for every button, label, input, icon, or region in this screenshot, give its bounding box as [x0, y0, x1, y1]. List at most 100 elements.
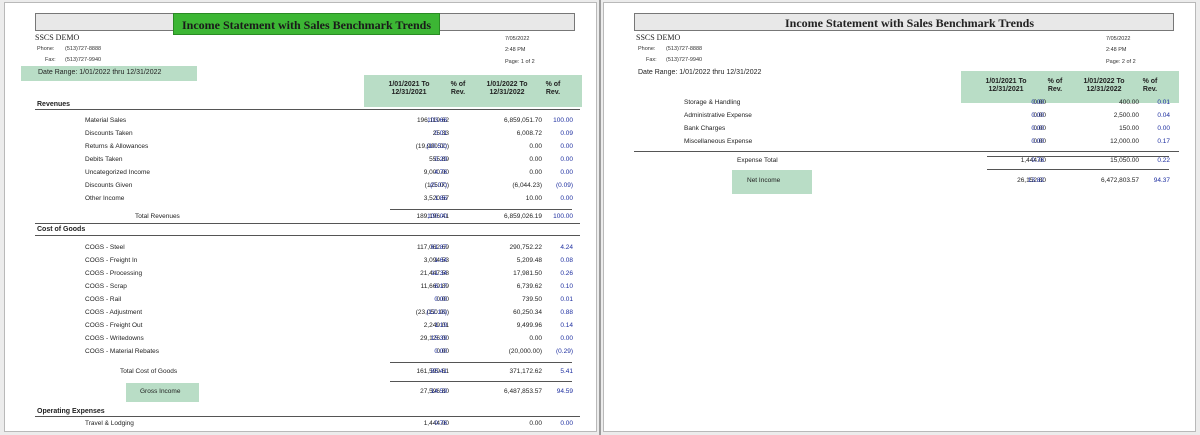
amount-2021: 555.89 — [429, 156, 449, 163]
percent-2021: 1.64 — [434, 257, 447, 264]
line-item-label: COGS - Scrap — [85, 283, 127, 290]
percent-2021: 0.00 — [1031, 99, 1044, 106]
percent-2022: 0.01 — [1157, 99, 1170, 106]
percent-2022: 0.09 — [560, 130, 573, 137]
report-date: 7/05/2022 — [505, 36, 530, 42]
date-range-highlight — [21, 66, 197, 81]
percent-2021: 0.00 — [1031, 138, 1044, 145]
percent-2022: 4.24 — [560, 244, 573, 251]
company-name: SSCS DEMO — [35, 33, 80, 42]
amount-2022: 0.00 — [529, 143, 542, 150]
page-divider — [599, 0, 601, 435]
column-header-pct-2021: % of Rev. — [450, 81, 466, 96]
date-range: Date Range: 1/01/2022 thru 12/31/2022 — [38, 69, 162, 76]
report-title: Income Statement with Sales Benchmark Tr… — [785, 16, 1034, 30]
line-item-label: COGS - Freight Out — [85, 322, 143, 329]
amount-2022: (6,044.23) — [512, 182, 542, 189]
amount-2021: 0.00 — [436, 348, 449, 355]
line-item-label: COGS - Steel — [85, 244, 125, 251]
percent-2021: 1.19 — [434, 322, 447, 329]
amount-2022: 290,752.22 — [509, 244, 542, 251]
amount-2021: 3,520.57 — [423, 195, 449, 202]
report-page-2: Income Statement with Sales Benchmark Tr… — [603, 2, 1196, 432]
percent-2022: 0.00 — [560, 335, 573, 342]
percent-2021: 11.34 — [431, 270, 447, 277]
line-item-label: COGS - Freight In — [85, 257, 138, 264]
amount-2021: 21,447.58 — [420, 270, 449, 277]
percent-2022: 0.26 — [560, 270, 573, 277]
section-rule — [35, 109, 580, 110]
column-header-2022: 1/01/2022 To 12/31/2022 — [1083, 78, 1125, 93]
amount-2022: (20,000.00) — [508, 348, 542, 355]
amount-2021: 2,249.01 — [423, 322, 449, 329]
percent-2021: 0.29 — [434, 156, 447, 163]
line-item-label: Material Sales — [85, 117, 127, 124]
fax-label: Fax: — [646, 57, 657, 63]
amount-2022: 6,859,051.70 — [504, 117, 542, 124]
amount-2021: 1,444.00 — [423, 420, 449, 427]
percent-2022: 0.00 — [560, 156, 573, 163]
report-page-1: Income Statement with Sales Benchmark Tr… — [4, 2, 597, 432]
line-item-label: Bank Charges — [684, 125, 726, 132]
percent-2022: 0.00 — [1157, 125, 1170, 132]
amount-2021: 0.00 — [436, 296, 449, 303]
fax-label: Fax: — [45, 57, 56, 63]
column-header-pct-2022: % of Rev. — [545, 81, 561, 96]
percent-2022: (0.29) — [556, 348, 573, 355]
line-item-label: Travel & Lodging — [85, 420, 134, 427]
percent-2022: 0.14 — [560, 322, 573, 329]
percent-2021: 6.17 — [434, 283, 447, 290]
percent-2021: 61.87 — [430, 244, 447, 251]
percent-2021: 13.82 — [1027, 177, 1044, 184]
amount-2022: 6,739.62 — [516, 283, 542, 290]
line-item-label: Total Cost of Goods — [120, 368, 178, 375]
line-item-label: COGS - Rail — [85, 296, 122, 303]
percent-2021: 85.41 — [430, 368, 447, 375]
percent-2021: (10.52) — [426, 143, 447, 150]
amount-2022: 6,859,026.19 — [504, 213, 542, 220]
net-income-highlight — [732, 170, 812, 194]
amount-2022: 739.50 — [522, 296, 542, 303]
percent-2021: 100.00 — [427, 213, 447, 220]
amount-2022: 6,008.72 — [516, 130, 542, 137]
column-header-2021: 1/01/2021 To 12/31/2021 — [388, 81, 430, 96]
amount-2022: 15,050.00 — [1110, 157, 1139, 164]
amount-2021: 3,094.53 — [423, 257, 449, 264]
amount-2021: 196,119.62 — [416, 117, 449, 124]
line-item-label: Expense Total — [737, 157, 778, 164]
percent-2021: 0.00 — [1031, 125, 1044, 132]
percent-2022: 0.04 — [1157, 112, 1170, 119]
line-item-label: Miscellaneous Expense — [684, 138, 753, 145]
column-header-band — [961, 71, 1179, 103]
amount-2021: 1,444.00 — [1020, 157, 1046, 164]
page-number: Page: 1 of 2 — [505, 59, 535, 65]
amount-2021: 11,669.89 — [420, 283, 449, 290]
title-bar — [634, 13, 1174, 31]
line-item-label: Other Income — [85, 195, 125, 202]
report-date: 7/05/2022 — [1106, 36, 1131, 42]
amount-2022: 0.00 — [529, 156, 542, 163]
line-item-label: Discounts Taken — [85, 130, 133, 137]
line-item-label: Debits Taken — [85, 156, 123, 163]
amount-2021: 26,152.80 — [1017, 177, 1046, 184]
percent-2022: 100.00 — [553, 213, 573, 220]
opex-header: Operating Expenses — [37, 408, 105, 415]
total-rule — [987, 169, 1169, 170]
percent-2022: 0.10 — [560, 283, 573, 290]
percent-2022: 0.17 — [1157, 138, 1170, 145]
phone-number: (513)727-8888 — [65, 46, 102, 52]
amount-2021: 189,196.41 — [416, 213, 449, 220]
percent-2021: 0.00 — [434, 296, 447, 303]
amount-2021: 0.00 — [1033, 99, 1046, 106]
percent-2022: 0.00 — [560, 195, 573, 202]
amount-2022: 5,209.48 — [516, 257, 542, 264]
column-header-2022: 1/01/2022 To 12/31/2022 — [486, 81, 528, 96]
amount-2021: (19,900.00) — [415, 143, 449, 150]
section-rule — [35, 235, 580, 236]
phone-number: (513)727-8888 — [666, 46, 703, 52]
line-item-label: Storage & Handling — [684, 99, 741, 106]
amount-2021: 27,596.80 — [420, 388, 449, 395]
percent-2021: (0.07) — [430, 182, 447, 189]
percent-2022: 0.00 — [560, 420, 573, 427]
